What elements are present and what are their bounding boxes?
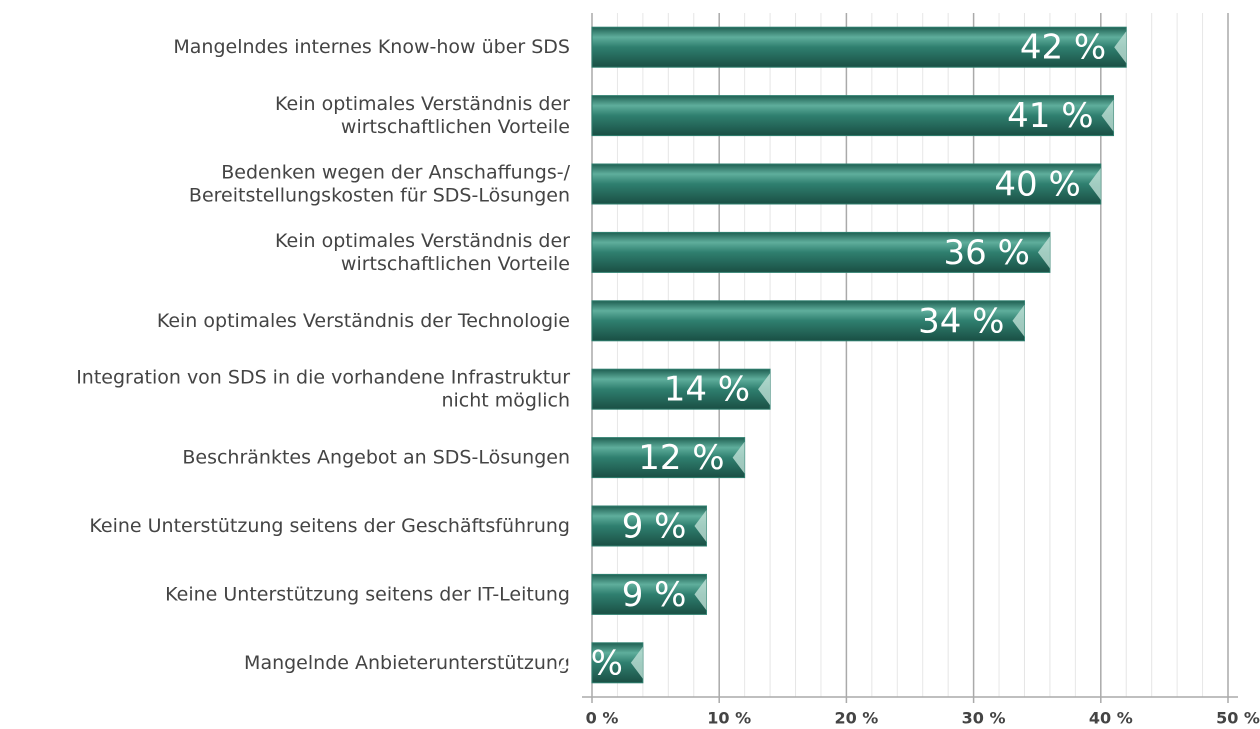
bar-end-cap xyxy=(630,646,643,679)
category-label: Kein optimales Verständnis der wirtschaft… xyxy=(275,229,570,274)
bar xyxy=(591,505,707,547)
category-label: Integration von SDS in die vorhandene In… xyxy=(76,366,570,411)
value-label: 9 % xyxy=(622,507,687,547)
bar-end-cap xyxy=(758,373,771,406)
bar-end-cap xyxy=(1037,236,1050,269)
bar-end-cap xyxy=(694,510,707,542)
bar-end-cap xyxy=(1101,99,1114,132)
category-label: Kein optimales Verständnis der wirtschaft… xyxy=(275,93,570,138)
value-label: 41 % xyxy=(1007,96,1093,136)
bar-end-cap xyxy=(1012,304,1025,337)
category-label-line: Kein optimales Verständnis der xyxy=(275,93,570,115)
category-label-line: Keine Unterstützung seitens der Geschäft… xyxy=(89,515,570,537)
bar xyxy=(591,300,1025,342)
category-label: Mangelndes internes Know-how über SDS xyxy=(173,36,570,58)
x-tick-label: 50 % xyxy=(1216,709,1260,728)
value-label: 34 % xyxy=(918,301,1004,341)
value-label: 9 % xyxy=(622,575,687,615)
bar xyxy=(591,437,746,479)
x-tick-label: 20 % xyxy=(834,709,878,728)
value-label: 14 % xyxy=(664,370,750,410)
category-label-line: Mangelnde Anbieterunterstützung xyxy=(244,651,570,673)
bar-end-cap xyxy=(694,578,707,611)
bar xyxy=(591,231,1051,273)
category-label: Mangelnde Anbieterunterstützung xyxy=(244,651,570,673)
bar-end-cap xyxy=(1114,31,1127,64)
category-label-line: Bereitstellungskosten für SDS-Lösungen xyxy=(189,184,570,206)
category-label: Beschränktes Angebot an SDS-Lösungen xyxy=(182,446,570,468)
x-tick-label: 10 % xyxy=(707,709,751,728)
value-label: 40 % xyxy=(994,165,1080,205)
category-label-line: nicht möglich xyxy=(441,389,570,411)
bar xyxy=(591,95,1115,137)
category-label: Bedenken wegen der Anschaffungs-/Bereits… xyxy=(189,161,571,206)
bar xyxy=(591,573,707,615)
value-label: 42 % xyxy=(1020,28,1106,68)
x-tick-label: 30 % xyxy=(962,709,1006,728)
category-label-line: wirtschaftlichen Vorteile xyxy=(341,252,570,274)
value-label: 4 % xyxy=(558,643,623,683)
category-label-line: Mangelndes internes Know-how über SDS xyxy=(173,36,570,58)
category-label: Kein optimales Verständnis der Technolog… xyxy=(157,309,570,331)
value-label: 12 % xyxy=(638,438,724,478)
category-label-line: Bedenken wegen der Anschaffungs-/ xyxy=(221,161,570,183)
category-label: Keine Unterstützung seitens der Geschäft… xyxy=(89,515,570,537)
bar-end-cap xyxy=(1088,168,1101,200)
value-label: 36 % xyxy=(944,233,1030,273)
x-tick-label: 40 % xyxy=(1089,709,1133,728)
bar xyxy=(591,368,771,410)
bar xyxy=(591,163,1102,205)
category-label-line: Keine Unterstützung seitens der IT-Leitu… xyxy=(165,583,570,605)
category-label-line: Integration von SDS in die vorhandene In… xyxy=(76,366,570,388)
category-label-line: wirtschaftlichen Vorteile xyxy=(341,116,570,138)
bar-end-cap xyxy=(732,441,745,474)
category-label-line: Kein optimales Verständnis der xyxy=(275,229,570,251)
category-label-line: Beschränktes Angebot an SDS-Lösungen xyxy=(182,446,570,468)
x-tick-label: 0 % xyxy=(586,709,619,728)
category-label-line: Kein optimales Verständnis der Technolog… xyxy=(157,309,570,331)
category-label: Keine Unterstützung seitens der IT-Leitu… xyxy=(165,583,570,605)
